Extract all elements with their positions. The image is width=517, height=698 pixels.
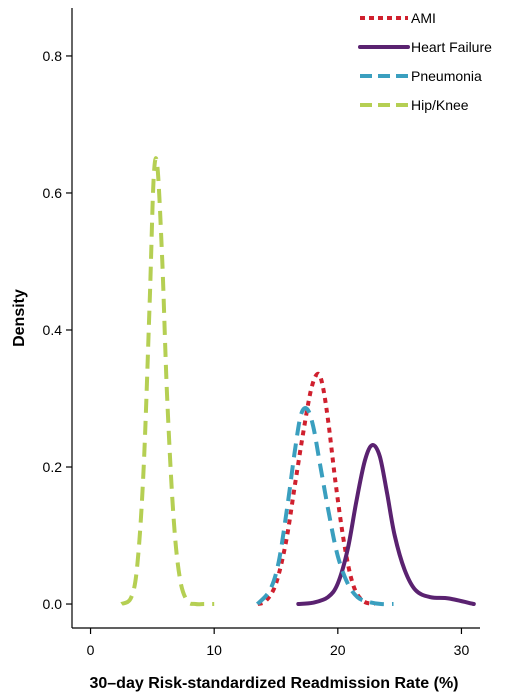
- series-layer: [120, 156, 476, 607]
- y-tick-label: 0.8: [43, 48, 63, 64]
- y-tick-label: 0.6: [43, 185, 63, 201]
- series-line-hip-knee: [120, 156, 215, 607]
- legend: AMI Heart Failure Pneumonia Hip/Knee: [358, 10, 492, 113]
- x-tick-label: 10: [206, 642, 222, 658]
- y-tick-label: 0.2: [43, 459, 63, 475]
- series-line-ami: [256, 371, 376, 606]
- legend-item-ami: AMI: [360, 10, 436, 26]
- y-tick-label: 0.0: [43, 596, 63, 612]
- axes: 0.0 0.2 0.4 0.6 0.8 0 10 20 30: [43, 8, 480, 658]
- y-tick-label: 0.4: [43, 322, 63, 338]
- legend-label: Heart Failure: [411, 39, 492, 55]
- y-axis-title: Density: [11, 289, 28, 347]
- legend-item-heart-failure: Heart Failure: [358, 39, 492, 55]
- legend-label: Hip/Knee: [411, 97, 469, 113]
- x-axis-title: 30–day Risk-standardized Readmission Rat…: [89, 675, 458, 692]
- series-line-pneumonia: [255, 406, 394, 607]
- x-tick-label: 30: [454, 642, 470, 658]
- legend-item-hip-knee: Hip/Knee: [360, 97, 469, 113]
- x-tick-label: 0: [87, 642, 95, 658]
- series-line-heart-failure: [296, 443, 476, 606]
- legend-label: Pneumonia: [411, 68, 482, 84]
- legend-item-pneumonia: Pneumonia: [360, 68, 482, 84]
- x-tick-label: 20: [330, 642, 346, 658]
- legend-label: AMI: [411, 10, 436, 26]
